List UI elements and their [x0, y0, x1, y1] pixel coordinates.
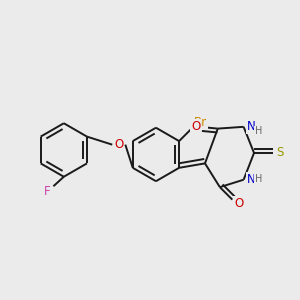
- Text: H: H: [255, 174, 262, 184]
- Text: O: O: [234, 197, 244, 210]
- Text: H: H: [255, 126, 262, 136]
- Text: N: N: [247, 120, 255, 133]
- Text: Br: Br: [194, 116, 207, 129]
- Text: F: F: [44, 184, 51, 197]
- Text: N: N: [247, 173, 255, 186]
- Text: S: S: [276, 146, 284, 160]
- Text: O: O: [114, 138, 123, 151]
- Text: O: O: [191, 120, 200, 133]
